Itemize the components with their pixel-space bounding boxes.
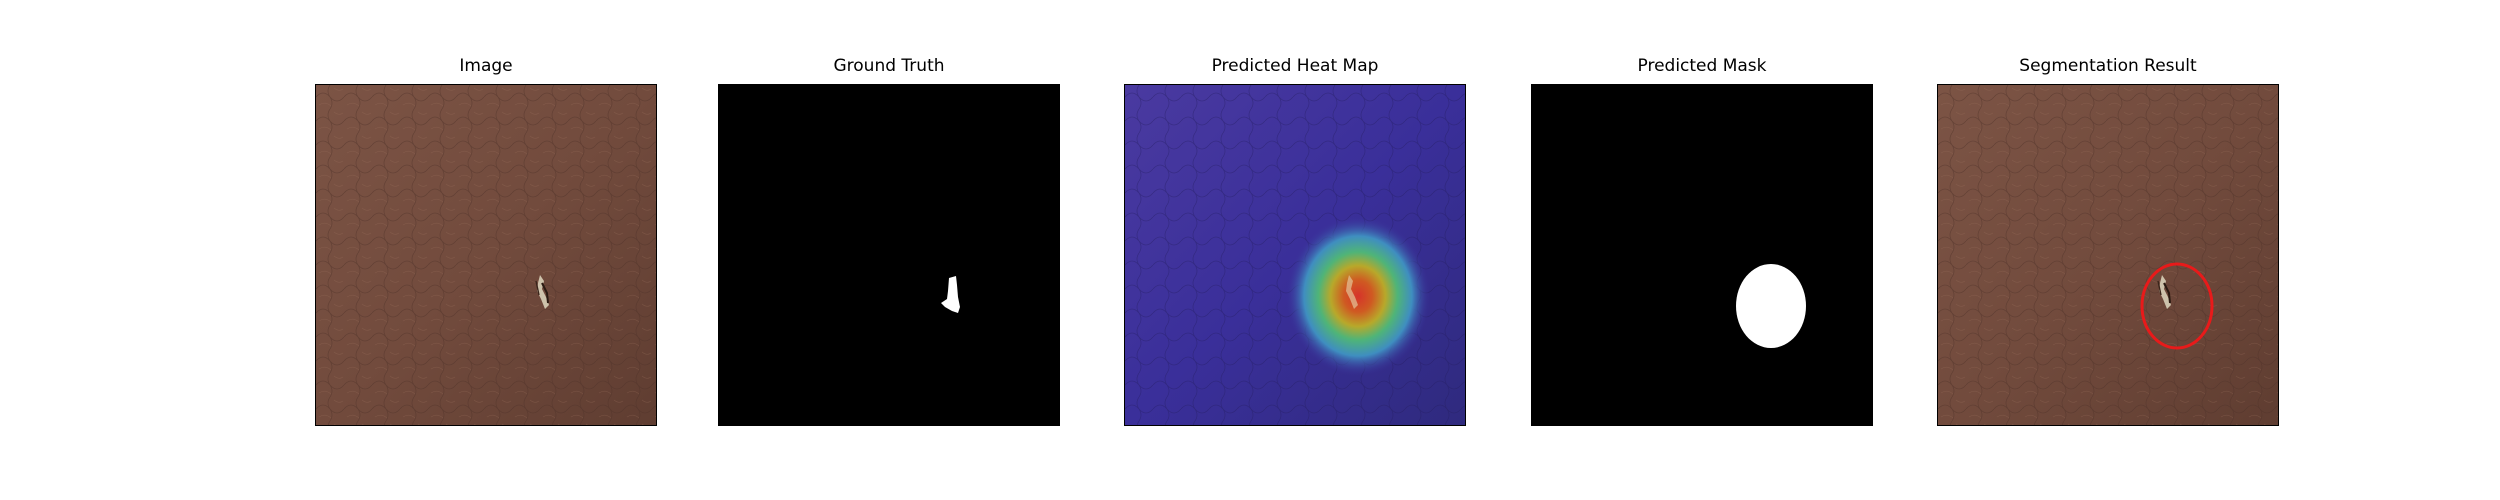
panel-title-image: Image bbox=[459, 56, 513, 76]
defect-mark bbox=[2157, 275, 2171, 309]
heatmap-hotspot bbox=[1286, 216, 1430, 376]
leather-image bbox=[315, 84, 657, 426]
predicted-mask-svg bbox=[1532, 85, 1872, 425]
panel-title-segmentation: Segmentation Result bbox=[2019, 56, 2197, 76]
panel-title-mask: Predicted Mask bbox=[1637, 56, 1767, 76]
ground-truth-svg bbox=[719, 85, 1059, 425]
heatmap-image bbox=[1124, 84, 1466, 426]
ground-truth-region bbox=[941, 276, 960, 313]
predicted-mask bbox=[1531, 84, 1873, 426]
ground-truth-mask bbox=[718, 84, 1060, 426]
segmentation-image bbox=[1937, 84, 2279, 426]
panel-title-heatmap: Predicted Heat Map bbox=[1211, 56, 1379, 76]
predicted-region bbox=[1736, 264, 1806, 348]
segmentation-contour bbox=[2140, 262, 2214, 350]
heatmap-svg bbox=[1125, 85, 1465, 425]
defect-mark bbox=[535, 275, 549, 309]
leather-image-svg bbox=[316, 85, 656, 425]
segmentation-svg bbox=[1938, 85, 2278, 425]
panel-title-ground-truth: Ground Truth bbox=[833, 56, 945, 76]
